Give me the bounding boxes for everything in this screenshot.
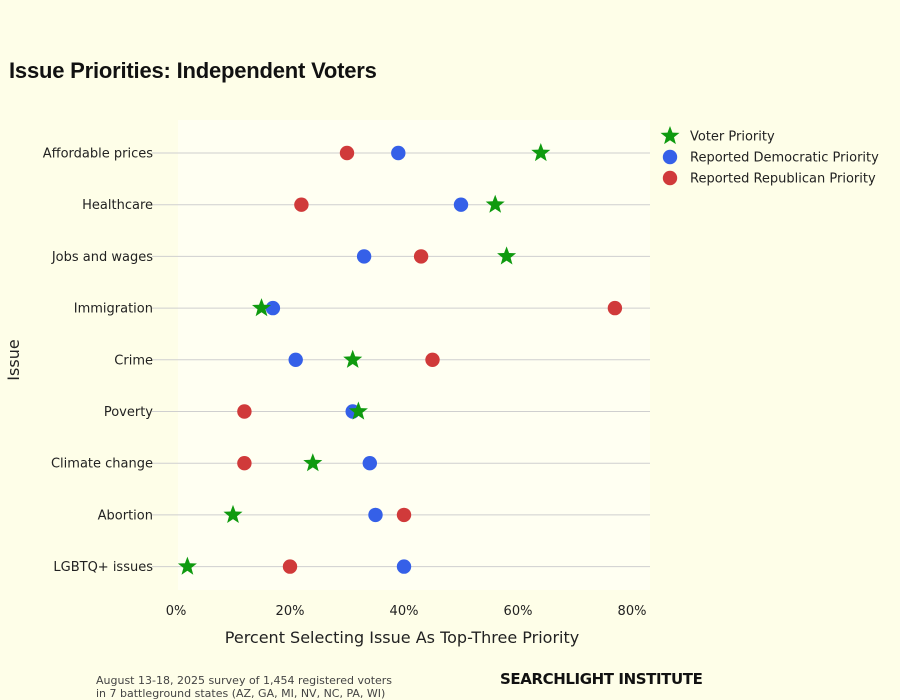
x-tick-label: 40% [390, 604, 419, 619]
category-label: Poverty [104, 405, 153, 420]
reported-republican-priority-point [294, 197, 309, 212]
legend: Voter Priority Reported Democratic Priori… [660, 126, 879, 187]
footnote: August 13-18, 2025 survey of 1,454 regis… [96, 674, 392, 700]
footnote-line-2: in 7 battleground states (AZ, GA, MI, NV… [96, 687, 386, 700]
y-axis-title: Issue [4, 339, 23, 380]
reported-republican-priority-point [425, 352, 440, 367]
reported-republican-priority-point [413, 249, 429, 264]
plot-panel [178, 120, 650, 590]
reported-democratic-priority-point [368, 507, 383, 523]
x-tick-label: 60% [504, 604, 533, 619]
legend-label-reported-republican-priority: Reported Republican Priority [690, 172, 876, 187]
brand-logo-text: SEARCHLIGHT INSTITUTE [500, 670, 703, 688]
reported-republican-priority-point [282, 559, 298, 574]
category-label: Immigration [74, 302, 153, 317]
category-labels: Affordable prices Healthcare Jobs and wage… [43, 147, 154, 576]
legend-label-voter-priority: Voter Priority [690, 130, 775, 145]
voter-priority-point [485, 194, 505, 213]
legend-marker-voter-priority [660, 126, 680, 145]
legend-marker-reported-republican-priority [662, 170, 678, 186]
x-tick-label: 20% [276, 604, 305, 619]
reported-democratic-priority-point [356, 249, 372, 264]
reported-democratic-priority-point [453, 197, 469, 212]
reported-republican-priority-point [396, 507, 412, 523]
reported-democratic-priority-point [288, 352, 303, 367]
reported-democratic-priority-point [396, 559, 412, 574]
category-label: Climate change [51, 457, 153, 472]
category-label: Affordable prices [43, 147, 153, 162]
category-label: Jobs and wages [51, 250, 153, 265]
reported-republican-priority-point [339, 145, 355, 161]
voter-priority-point [303, 453, 323, 472]
legend-marker-reported-democratic-priority [662, 149, 678, 165]
x-axis-title: Percent Selecting Issue As Top-Three Pri… [225, 628, 579, 647]
reported-republican-priority-point [237, 456, 252, 471]
data-points [177, 143, 623, 575]
x-tick-label: 80% [618, 604, 647, 619]
legend-label-reported-democratic-priority: Reported Democratic Priority [690, 151, 879, 166]
voter-priority-point [348, 401, 368, 420]
voter-priority-point [497, 246, 517, 265]
voter-priority-point [531, 143, 551, 162]
voter-priority-point [343, 349, 363, 368]
reported-republican-priority-point [237, 404, 252, 419]
reported-democratic-priority-point [265, 300, 281, 316]
footnote-line-1: August 13-18, 2025 survey of 1,454 regis… [96, 674, 393, 687]
voter-priority-point [251, 298, 272, 317]
category-label: Crime [114, 353, 153, 368]
voter-priority-point [223, 504, 243, 523]
reported-democratic-priority-point [362, 456, 377, 471]
x-tick-labels: 0% 20% 40% 60% 80% [166, 604, 647, 619]
category-label: Healthcare [82, 198, 153, 213]
reported-republican-priority-point [607, 300, 623, 316]
category-label: LGBTQ+ issues [53, 560, 153, 575]
x-tick-label: 0% [166, 604, 187, 619]
reported-democratic-priority-point [391, 145, 406, 161]
chart-title: Issue Priorities: Independent Voters [9, 58, 377, 83]
voter-priority-point [177, 556, 197, 575]
category-label: Abortion [98, 508, 153, 523]
